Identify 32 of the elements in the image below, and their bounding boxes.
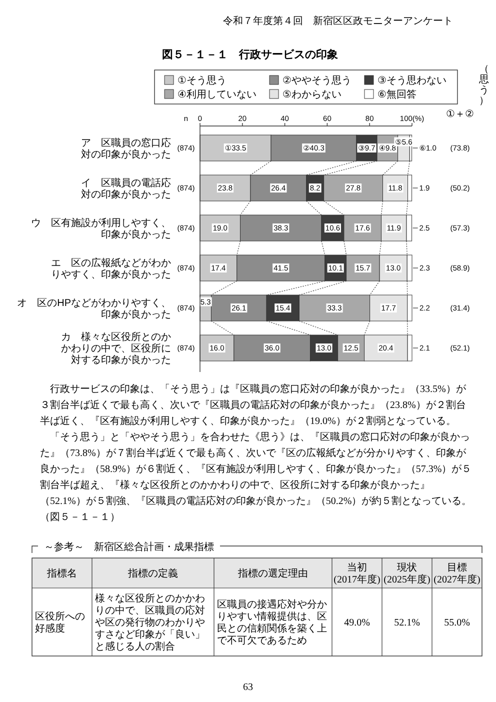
text: 区役所への好感度 bbox=[35, 610, 85, 634]
legend-label: ⑥無回答 bbox=[377, 88, 416, 101]
text: 55.0% bbox=[444, 618, 470, 628]
text: （思う） bbox=[478, 64, 489, 106]
legend-label: ①そう思う bbox=[178, 76, 227, 87]
text: 区職員の接遇応対や分かりやすい情報提供は、区民との信頼関係を築く上で不可欠であるため bbox=[217, 598, 327, 646]
text: 49.0% bbox=[344, 618, 370, 628]
legend-label: ③そう思わない bbox=[377, 76, 446, 87]
chart-title: 図５－１－１ 行政サービスの印象 bbox=[162, 48, 338, 61]
y-tick-label: エ 区の広報紙などがわかりやすく、印象が良かった bbox=[51, 256, 171, 280]
y-tick-label: ウ 区有施設が利用しやすく、印象が良かった bbox=[31, 216, 171, 240]
legend-label: ④利用していない bbox=[178, 88, 257, 101]
text: ①＋② bbox=[446, 109, 474, 120]
text: 当初 (2017年度) bbox=[334, 562, 380, 586]
text: 「そう思う」と「ややそう思う」を合わせた《思う》は、『区職員の窓口応対の印象が良かった』（73.8%）が７割台半ば近くで最も高く、次いで『区の広報紙などが分かりやすく、印象が良かった』（58.9%）が６割近く、『区有施設が利用しやすく、印象が良かった』（57.3%）が５割台半ば超え、『様々な区役所とのかかわりの中で、区役所に対する印象が良かった』（52.1%）が５割強、『区職員の電話応対の印象が良かった』（50.2%）が約５割となっている。（図５－１－１） bbox=[40, 431, 472, 523]
text: ～参考～ 新宿区総合計画・成果指標 bbox=[44, 541, 214, 553]
y-tick-label: オ 区のHPなどがわかりやすく、印象が良かった bbox=[17, 298, 171, 320]
text: 63 bbox=[243, 682, 253, 693]
text: 指標の選定理由 bbox=[237, 568, 308, 580]
text: 指標の定義 bbox=[127, 568, 178, 580]
text: 現状 (2025年度) bbox=[384, 562, 430, 586]
y-tick-label: イ 区職員の電話応対の印象が良かった bbox=[81, 176, 171, 200]
legend-label: ⑤わからない bbox=[282, 90, 342, 101]
text: 様々な区役所とのかかわりの中で、区職員の応対や区の発行物のわかりやすさなど印象が「良い」と感じる人の割合 bbox=[95, 592, 205, 652]
legend-label: ②ややそう思う bbox=[282, 76, 352, 87]
text: 行政サービスの印象は、「そう思う」は『区職員の窓口応対の印象が良かった』（33.5%）が３割台半ば近くで最も高く、次いで『区職員の電話応対の印象が良かった』（23.8%）が２割台半ば近く、『区有施設が利用しやすく、印象が良かった』（19.0%）が２割弱となっている。 bbox=[40, 383, 467, 427]
y-tick-label: ア 区職員の窓口応対の印象が良かった bbox=[81, 136, 171, 160]
y-tick-label: カ 様々な区役所とのかかわりの中で、区役所に対する印象が良かった bbox=[61, 331, 171, 366]
text: 指標名 bbox=[46, 568, 77, 580]
text: 令和７年度第４回 新宿区区政モニターアンケート bbox=[223, 15, 453, 27]
text: 目標 (2027年度) bbox=[434, 562, 480, 586]
text: 52.1% bbox=[394, 618, 420, 628]
